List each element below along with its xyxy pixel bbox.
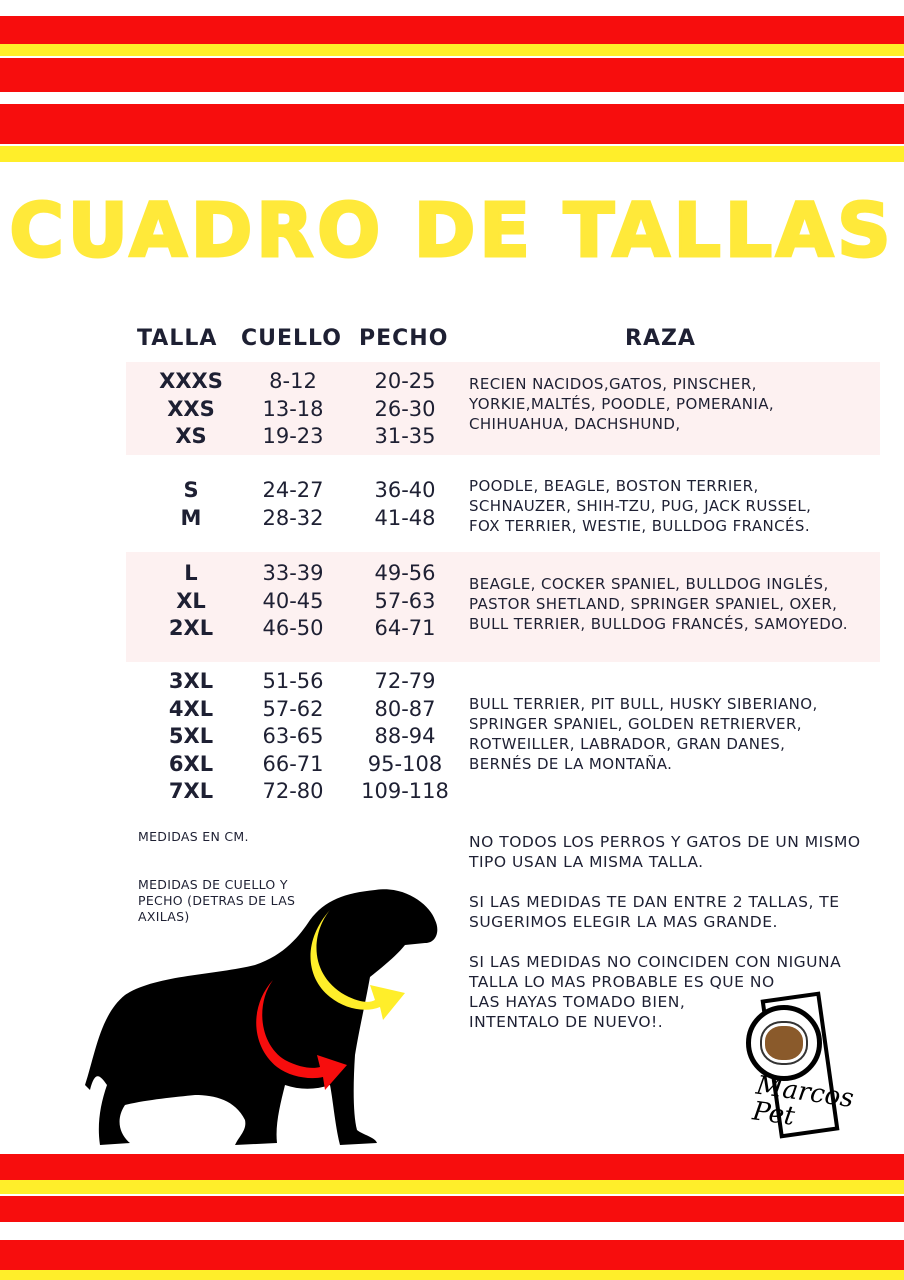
breed-line: SPRINGER SPANIEL, GOLDEN RETRIERVER, xyxy=(469,715,802,733)
breed-line: BEAGLE, COCKER SPANIEL, BULLDOG INGLÉS, xyxy=(469,575,829,593)
pecho-column: 72-79 80-87 88-94 95-108 109-118 xyxy=(350,668,460,806)
chest-arrow xyxy=(256,980,347,1090)
cuello-value: 13-18 xyxy=(262,396,324,421)
breed-list: POODLE, BEAGLE, BOSTON TERRIER, SCHNAUZER… xyxy=(469,476,811,536)
tip-line: TALLA LO MAS PROBABLE ES QUE NO xyxy=(469,973,775,991)
header-cuello: CUELLO xyxy=(241,326,342,351)
breed-list: BULL TERRIER, PIT BULL, HUSKY SIBERIANO,… xyxy=(469,694,818,774)
breed-line: PASTOR SHETLAND, SPRINGER SPANIEL, OXER, xyxy=(469,595,838,613)
pecho-value: 88-94 xyxy=(374,724,436,748)
breed-line: ROTWEILLER, LABRADOR, GRAN DANES, xyxy=(469,735,786,753)
size-value: XL xyxy=(176,588,206,613)
header-pecho: PECHO xyxy=(359,326,449,351)
size-value: 7XL xyxy=(168,779,214,803)
cuello-value: 72-80 xyxy=(262,779,324,803)
breed-line: SCHNAUZER, SHIH-TZU, PUG, JACK RUSSEL, xyxy=(469,497,812,515)
row-band xyxy=(126,362,880,455)
breed-line: POODLE, BEAGLE, BOSTON TERRIER, xyxy=(469,477,759,495)
cuello-value: 19-23 xyxy=(262,424,324,448)
pecho-value: 26-30 xyxy=(374,396,436,421)
neck-arrow xyxy=(310,910,405,1020)
breed-line: RECIEN NACIDOS,GATOS, PINSCHER, xyxy=(469,375,757,393)
cuello-value: 57-62 xyxy=(262,696,324,721)
cuello-value: 66-71 xyxy=(262,751,324,776)
tip-paragraph: SI LAS MEDIDAS NO COINCIDEN CON NIGUNA TA… xyxy=(469,952,841,1032)
pecho-value: 49-56 xyxy=(374,561,436,585)
pecho-value: 36-40 xyxy=(374,478,436,502)
pecho-value: 72-79 xyxy=(374,669,436,693)
pecho-value: 31-35 xyxy=(374,424,436,448)
dog-face-icon xyxy=(762,1023,806,1063)
pecho-value: 109-118 xyxy=(361,779,449,803)
breed-line: YORKIE,MALTÉS, POODLE, POMERANIA, xyxy=(469,395,775,413)
pecho-value: 95-108 xyxy=(367,751,443,776)
cuello-column: 24-27 28-32 xyxy=(238,477,348,532)
tip-line: INTENTALO DE NUEVO!. xyxy=(469,1013,664,1031)
size-value: XXS xyxy=(167,396,215,421)
cuello-value: 28-32 xyxy=(262,505,324,530)
tip-paragraph: NO TODOS LOS PERROS Y GATOS DE UN MISMO T… xyxy=(469,832,861,872)
cuello-value: 63-65 xyxy=(262,724,324,748)
header-raza: RAZA xyxy=(625,326,696,351)
cuello-column: 33-39 40-45 46-50 xyxy=(238,560,348,643)
tip-paragraph: SI LAS MEDIDAS TE DAN ENTRE 2 TALLAS, TE… xyxy=(469,892,840,932)
cuello-value: 46-50 xyxy=(262,616,324,640)
breed-line: BULL TERRIER, PIT BULL, HUSKY SIBERIANO, xyxy=(469,695,818,713)
pecho-column: 20-25 26-30 31-35 xyxy=(350,368,460,451)
pecho-value: 20-25 xyxy=(374,369,436,393)
size-value: XS xyxy=(175,424,207,448)
measure-note: MEDIDAS DE CUELLO Y PECHO (DETRAS DE LAS… xyxy=(138,877,296,924)
logo-text: Marcos Pet xyxy=(750,1070,856,1132)
dog-illustration xyxy=(85,889,438,1145)
cuello-value: 24-27 xyxy=(262,478,324,502)
units-note: MEDIDAS EN CM. xyxy=(138,829,249,844)
tip-line: NO TODOS LOS PERROS Y GATOS DE UN MISMO xyxy=(469,833,861,851)
breed-line: FOX TERRIER, WESTIE, BULLDOG FRANCÉS. xyxy=(469,517,810,535)
size-value: 5XL xyxy=(168,724,214,748)
size-value: M xyxy=(180,505,202,530)
breed-line: BERNÉS DE LA MONTAÑA. xyxy=(469,755,673,773)
cuello-column: 51-56 57-62 63-65 66-71 72-80 xyxy=(238,668,348,806)
cuello-column: 8-12 13-18 19-23 xyxy=(238,368,348,451)
pecho-value: 64-71 xyxy=(374,616,436,640)
breed-list: BEAGLE, COCKER SPANIEL, BULLDOG INGLÉS, P… xyxy=(469,574,848,634)
size-value: XXXS xyxy=(159,369,223,393)
size-column: 3XL 4XL 5XL 6XL 7XL xyxy=(126,668,256,806)
size-value: 3XL xyxy=(168,669,214,693)
pecho-column: 36-40 41-48 xyxy=(350,477,460,532)
breed-line: BULL TERRIER, BULLDOG FRANCÉS, SAMOYEDO. xyxy=(469,615,848,633)
size-column: L XL 2XL xyxy=(126,560,256,643)
row-band xyxy=(126,552,880,662)
cuello-value: 40-45 xyxy=(262,588,324,613)
tip-line: SUGERIMOS ELEGIR LA MAS GRANDE. xyxy=(469,913,778,931)
tip-line: LAS HAYAS TOMADO BIEN, xyxy=(469,993,686,1011)
header-talla: TALLA xyxy=(137,326,218,351)
cuello-value: 8-12 xyxy=(269,369,317,393)
pecho-value: 80-87 xyxy=(374,696,436,721)
size-value: L xyxy=(184,561,198,585)
breed-list: RECIEN NACIDOS,GATOS, PINSCHER, YORKIE,MA… xyxy=(469,374,774,434)
size-value: S xyxy=(183,478,199,502)
tip-line: SI LAS MEDIDAS TE DAN ENTRE 2 TALLAS, TE xyxy=(469,893,840,911)
tip-line: TIPO USAN LA MISMA TALLA. xyxy=(469,853,704,871)
pecho-value: 57-63 xyxy=(374,588,436,613)
breed-line: CHIHUAHUA, DACHSHUND, xyxy=(469,415,681,433)
logo: Marcos Pet xyxy=(740,990,870,1140)
logo-circle xyxy=(746,1005,822,1081)
size-value: 6XL xyxy=(168,751,214,776)
pecho-column: 49-56 57-63 64-71 xyxy=(350,560,460,643)
page-title: CUADRO DE TALLAS xyxy=(8,187,895,276)
cuello-value: 33-39 xyxy=(262,561,324,585)
size-value: 2XL xyxy=(168,616,214,640)
size-value: 4XL xyxy=(168,696,214,721)
size-column: XXXS XXS XS xyxy=(126,368,256,451)
pecho-value: 41-48 xyxy=(374,505,436,530)
cuello-value: 51-56 xyxy=(262,669,324,693)
tip-line: SI LAS MEDIDAS NO COINCIDEN CON NIGUNA xyxy=(469,953,842,971)
